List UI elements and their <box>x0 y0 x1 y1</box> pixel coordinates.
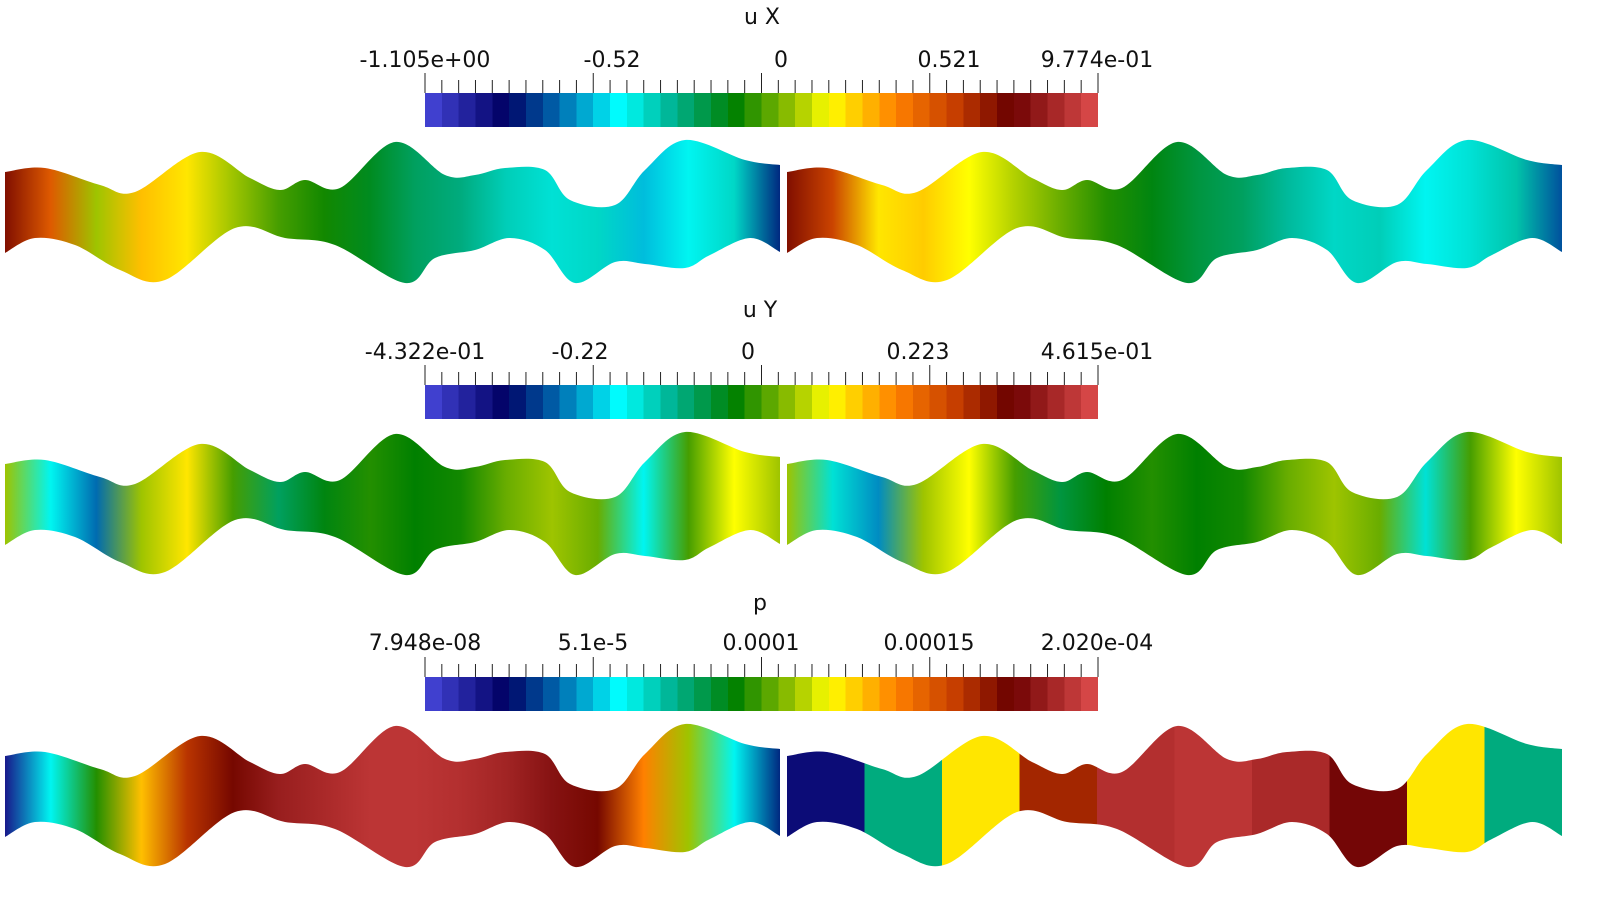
colorbar-label-p-2: 0.0001 <box>723 631 800 656</box>
colorbar-label-uy-2: 0 <box>741 340 755 365</box>
field-uy-left <box>5 431 780 576</box>
chart-title-ux: u X <box>744 5 780 30</box>
colorbar-label-uy-0: -4.322e-01 <box>365 340 485 365</box>
colorbar-label-ux-4: 9.774e-01 <box>1041 48 1153 73</box>
field-p-right <box>787 723 1562 868</box>
colorbar-label-p-1: 5.1e-5 <box>558 631 628 656</box>
section-ux: u X -1.105e+00 -0.52 0 0.521 9.774e-01 <box>5 5 1562 284</box>
colorbar-label-ux-3: 0.521 <box>918 48 981 73</box>
chart-title-uy: u Y <box>743 298 778 323</box>
colorbar-label-uy-3: 0.223 <box>887 340 950 365</box>
colorbar-label-uy-4: 4.615e-01 <box>1041 340 1153 365</box>
colorbar-uy <box>425 385 1098 419</box>
colorbar-label-p-4: 2.020e-04 <box>1041 631 1153 656</box>
field-uy-right <box>787 431 1562 576</box>
colorbar-ticks-p <box>424 657 1099 677</box>
colorbar-label-ux-2: 0 <box>774 48 788 73</box>
colorbar-p <box>425 677 1098 711</box>
field-ux-left <box>5 139 780 284</box>
colorbar-ticks-ux <box>424 73 1099 93</box>
section-p: p 7.948e-08 5.1e-5 0.0001 0.00015 2.020e… <box>5 591 1562 868</box>
colorbar-label-ux-1: -0.52 <box>584 48 641 73</box>
colorbar-label-uy-1: -0.22 <box>552 340 609 365</box>
colorbar-label-p-0: 7.948e-08 <box>369 631 481 656</box>
field-p-left <box>5 723 780 868</box>
colorbar-label-ux-0: -1.105e+00 <box>360 48 491 73</box>
colorbar-label-p-3: 0.00015 <box>884 631 975 656</box>
field-ux-right <box>787 139 1562 284</box>
section-uy: u Y -4.322e-01 -0.22 0 0.223 4.615e-01 <box>5 298 1562 576</box>
colorbar-ticks-uy <box>424 365 1099 385</box>
colorbar-ux <box>425 93 1098 127</box>
chart-title-p: p <box>753 591 767 616</box>
